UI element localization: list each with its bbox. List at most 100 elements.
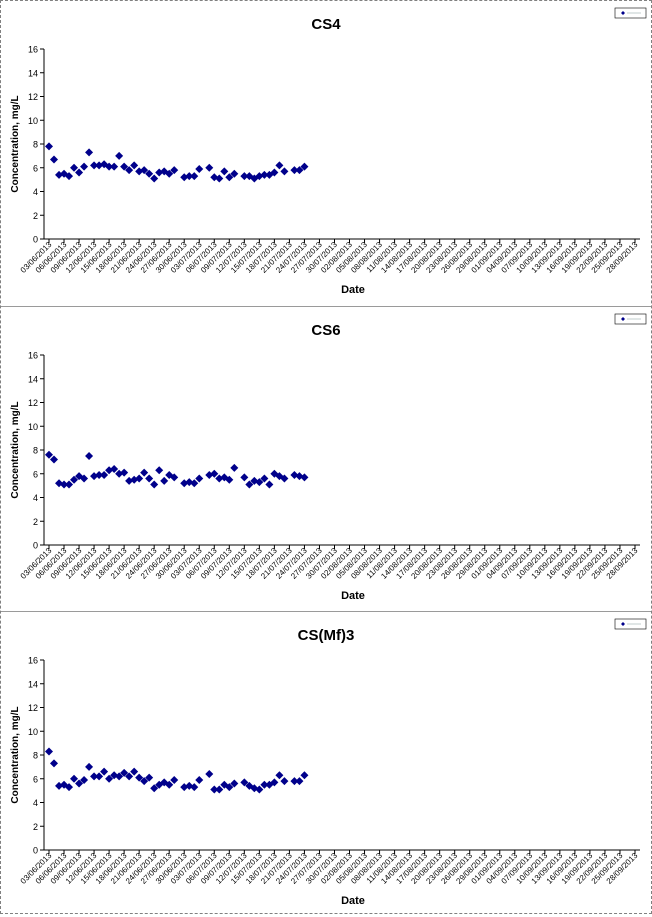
data-point xyxy=(265,480,274,489)
data-point xyxy=(230,463,239,472)
data-point xyxy=(165,780,174,789)
data-point xyxy=(295,777,304,786)
data-point xyxy=(140,777,149,786)
data-point xyxy=(100,767,109,776)
data-point xyxy=(145,474,154,483)
data-point xyxy=(290,777,299,786)
data-point xyxy=(150,784,159,793)
y-tick-label: 14 xyxy=(28,374,38,384)
data-point xyxy=(115,151,124,160)
y-axis-label: Concentration, mg/L xyxy=(10,706,21,803)
y-tick-label: 10 xyxy=(28,727,38,737)
data-point xyxy=(70,475,79,484)
data-point xyxy=(290,166,299,175)
y-tick-label: 12 xyxy=(28,92,38,102)
data-point xyxy=(300,771,309,780)
y-tick-label: 4 xyxy=(33,798,38,808)
data-point xyxy=(65,172,74,181)
data-point xyxy=(140,166,149,175)
data-point xyxy=(300,162,309,171)
data-point xyxy=(90,772,99,781)
y-tick-label: 2 xyxy=(33,211,38,221)
data-point xyxy=(85,762,94,771)
x-axis-label: Date xyxy=(341,895,365,907)
y-tick-label: 8 xyxy=(33,140,38,150)
legend-marker-icon xyxy=(621,317,625,321)
x-axis-label: Date xyxy=(341,590,365,602)
data-point xyxy=(295,166,304,175)
data-point xyxy=(65,480,74,489)
y-tick-label: 6 xyxy=(33,469,38,479)
data-point xyxy=(135,474,144,483)
data-point xyxy=(45,142,53,151)
data-point xyxy=(280,777,289,786)
data-point xyxy=(65,783,74,792)
data-point xyxy=(110,465,119,473)
y-tick-label: 0 xyxy=(33,235,38,245)
data-point xyxy=(85,451,94,460)
data-point xyxy=(260,170,269,179)
data-point xyxy=(205,163,214,172)
data-point xyxy=(190,783,199,792)
data-point xyxy=(70,163,79,172)
data-point xyxy=(105,774,114,783)
data-point xyxy=(230,779,239,788)
data-point xyxy=(85,148,94,157)
y-tick-label: 10 xyxy=(28,116,38,126)
data-point xyxy=(195,164,204,173)
data-point xyxy=(190,479,199,488)
data-point xyxy=(125,772,134,781)
chart-title: CS6 xyxy=(311,322,340,339)
data-point xyxy=(80,162,89,171)
data-point xyxy=(70,774,79,783)
legend-marker-icon xyxy=(621,622,625,626)
data-point xyxy=(60,480,69,489)
data-point xyxy=(275,161,284,170)
data-point xyxy=(170,775,179,784)
chart-panel-csmf3: CS(Mf)3 0 2 4 6 8 10 12 14 16 03/06/2013 06/06/2013… xyxy=(1,611,651,912)
data-point xyxy=(165,169,174,178)
data-point xyxy=(245,480,254,489)
data-point xyxy=(195,474,204,483)
y-tick-label: 16 xyxy=(28,351,38,361)
data-point xyxy=(215,174,224,183)
data-point xyxy=(170,473,179,482)
data-point xyxy=(150,174,159,183)
data-point xyxy=(240,172,249,181)
y-tick-label: 2 xyxy=(33,517,38,527)
y-tick-label: 12 xyxy=(28,703,38,713)
y-tick-label: 8 xyxy=(33,751,38,761)
data-point xyxy=(300,473,309,482)
data-point xyxy=(220,167,229,176)
data-point xyxy=(240,473,249,482)
legend xyxy=(614,313,647,325)
data-point xyxy=(260,780,269,789)
data-point xyxy=(45,747,53,756)
data-point xyxy=(205,770,214,778)
chart-panel-cs4: CS4 0 2 4 6 8 10 12 14 16 03/06/2013 06/06/2013 09/0… xyxy=(1,1,651,301)
data-point xyxy=(100,470,109,479)
data-point xyxy=(190,172,199,181)
data-point xyxy=(95,772,104,781)
data-point xyxy=(95,470,104,479)
data-point xyxy=(145,773,154,782)
data-point xyxy=(120,468,129,477)
data-point xyxy=(75,779,84,788)
data-point xyxy=(105,162,114,171)
data-point xyxy=(80,474,89,483)
data-point xyxy=(225,173,234,182)
data-point xyxy=(155,466,164,475)
chart-panel-cs6: CS6 0 2 4 6 8 10 12 14 16 03/06/2013 06/06/2013 09/0… xyxy=(1,306,651,607)
y-tick-label: 6 xyxy=(33,774,38,784)
data-point xyxy=(270,778,279,787)
y-tick-label: 4 xyxy=(33,187,38,197)
data-point xyxy=(50,759,59,768)
data-point xyxy=(215,785,224,794)
chart-csmf3: CS(Mf)3024681012141603/06/201306/06/2013… xyxy=(10,618,647,907)
y-axis-label: Concentration, mg/L xyxy=(10,401,21,498)
data-point xyxy=(80,775,89,784)
chart-cs4: CS4024681012141603/06/201306/06/201309/0… xyxy=(10,7,647,296)
data-point xyxy=(140,468,149,477)
data-point xyxy=(160,476,169,485)
data-point xyxy=(115,772,124,781)
